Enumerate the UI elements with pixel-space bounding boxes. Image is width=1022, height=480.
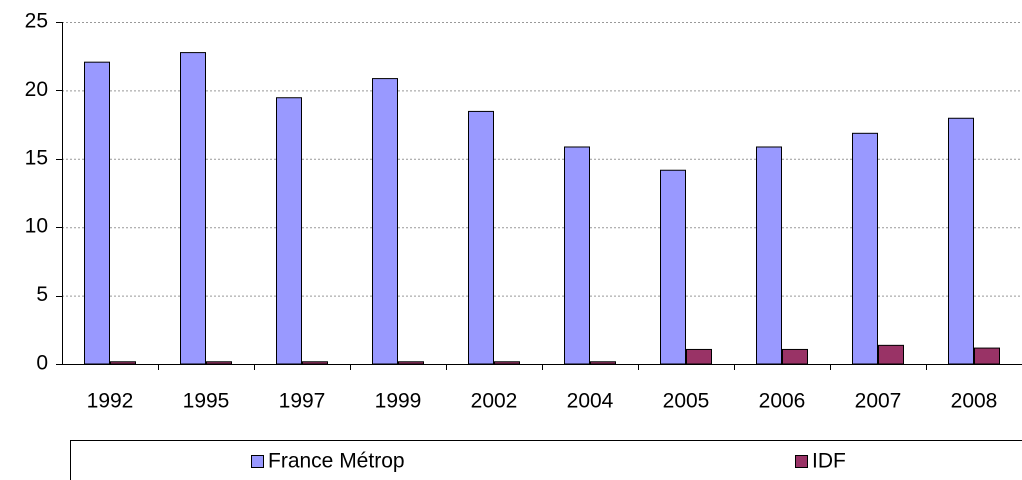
bar	[782, 348, 808, 365]
x-tick-label: 2007	[855, 390, 902, 413]
y-tick-label: 0	[36, 352, 48, 375]
y-tick-label: 5	[36, 283, 48, 306]
y-tick-label: 10	[25, 215, 48, 238]
bar	[206, 361, 232, 365]
bar	[84, 61, 110, 365]
bar	[302, 361, 328, 365]
bar	[974, 347, 1000, 365]
bar	[590, 361, 616, 365]
x-tick-label: 2002	[471, 390, 518, 413]
legend-label: IDF	[812, 450, 846, 473]
bar	[468, 110, 494, 365]
legend-swatch	[795, 455, 808, 468]
x-tick-label: 2006	[759, 390, 806, 413]
x-tick-label: 1999	[375, 390, 422, 413]
x-tick-label: 1997	[279, 390, 326, 413]
y-tick-label: 20	[25, 78, 48, 101]
bar	[756, 146, 782, 365]
x-tick-label: 1992	[87, 390, 134, 413]
legend-label: France Métrop	[268, 450, 405, 473]
bar	[372, 78, 398, 365]
bar	[852, 132, 878, 365]
bar	[564, 146, 590, 365]
x-tick-label: 2004	[567, 390, 614, 413]
bar	[398, 361, 424, 365]
legend-swatch	[251, 455, 264, 468]
y-tick-label: 25	[25, 10, 48, 33]
x-tick-label: 1995	[183, 390, 230, 413]
bar	[276, 97, 302, 365]
bar	[660, 169, 686, 365]
bar	[494, 361, 520, 365]
bar	[878, 344, 904, 365]
bar	[686, 348, 712, 365]
x-tick-label: 2005	[663, 390, 710, 413]
legend-box	[70, 440, 1022, 480]
bar	[948, 117, 974, 365]
x-tick-label: 2008	[951, 390, 998, 413]
bar	[180, 52, 206, 365]
y-tick-label: 15	[25, 146, 48, 169]
bar	[110, 361, 136, 365]
